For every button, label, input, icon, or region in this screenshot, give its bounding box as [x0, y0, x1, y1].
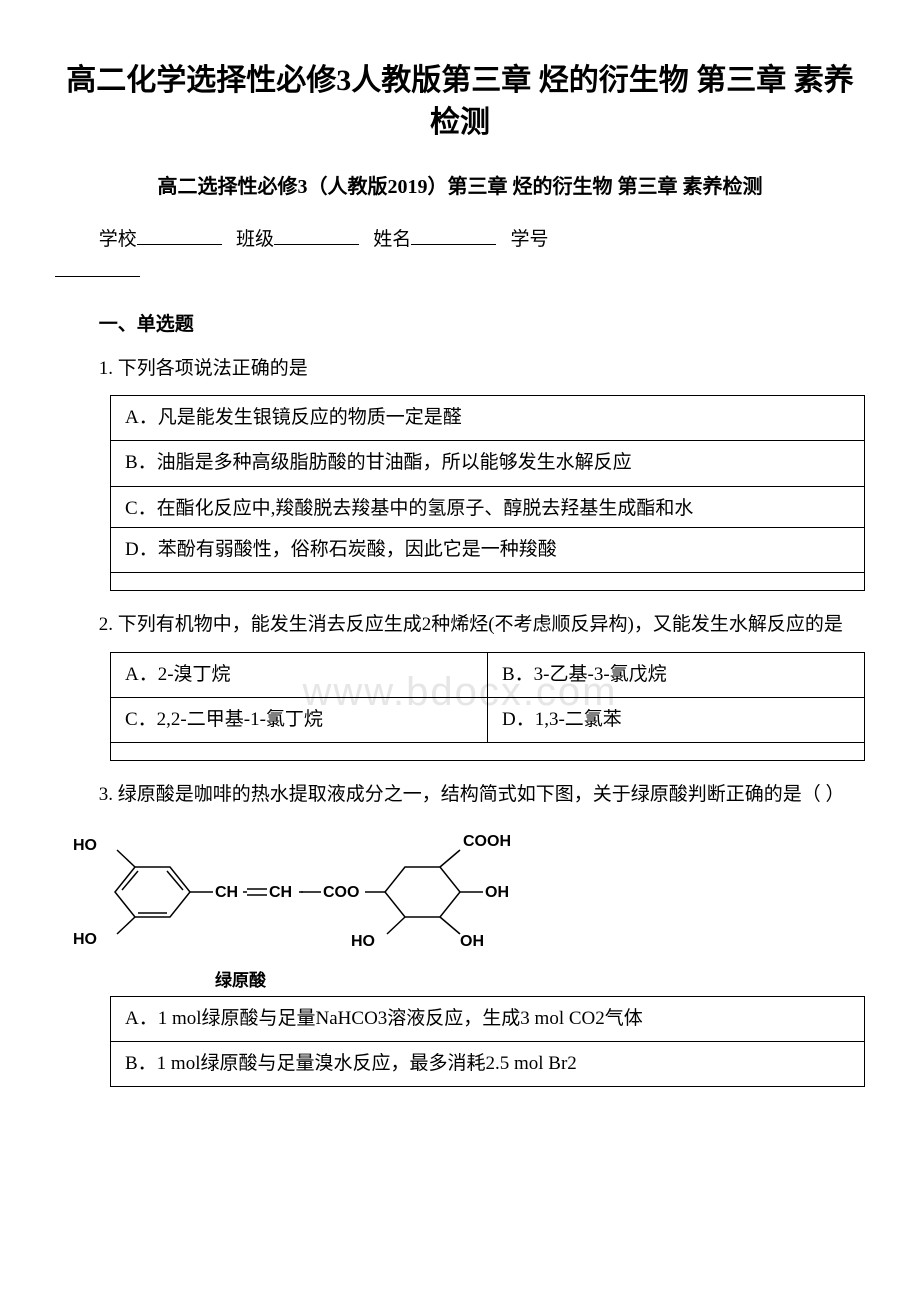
atom-oh-br: OH — [460, 933, 484, 950]
page-subtitle: 高二选择性必修3（人教版2019）第三章 烃的衍生物 第三章 素养检测 — [55, 172, 865, 202]
q2-option-d: D．1,3-二氯苯 — [488, 697, 865, 742]
q2-option-b: B．3-乙基-3-氯戊烷 — [488, 652, 865, 697]
name-blank — [411, 226, 496, 245]
name-label: 姓名 — [373, 229, 411, 250]
q1-option-b: B．油脂是多种高级脂肪酸的甘油酯，所以能够发生水解反应 — [111, 441, 865, 486]
q3-option-a: A．1 mol绿原酸与足量NaHCO3溶液反应，生成3 mol CO2气体 — [111, 996, 865, 1041]
q2-empty-row — [111, 743, 865, 761]
atom-ho-topleft: HO — [73, 837, 97, 854]
q1-empty-row — [111, 573, 865, 591]
atom-ch2: CH — [269, 884, 292, 901]
q2-options-table: A．2-溴丁烷 B．3-乙基-3-氯戊烷 C．2,2-二甲基-1-氯丁烷 D．1… — [110, 652, 865, 762]
q2-option-a: A．2-溴丁烷 — [111, 652, 488, 697]
class-label: 班级 — [236, 229, 274, 250]
atom-ch1: CH — [215, 884, 238, 901]
q1-options-table: A．凡是能发生银镜反应的物质一定是醛 B．油脂是多种高级脂肪酸的甘油酯，所以能够… — [110, 395, 865, 591]
page-title: 高二化学选择性必修3人教版第三章 烃的衍生物 第三章 素养检测 — [55, 60, 865, 144]
q1-option-a: A．凡是能发生银镜反应的物质一定是醛 — [111, 396, 865, 441]
section-1-heading: 一、单选题 — [55, 309, 865, 341]
student-info-line: 学校 班级 姓名 学号 — [55, 224, 865, 289]
atom-ho-br-ring: HO — [351, 933, 375, 950]
molecule-label: 绿原酸 — [215, 967, 266, 996]
atom-oh-right: OH — [485, 884, 509, 901]
q3-option-b: B．1 mol绿原酸与足量溴水反应，最多消耗2.5 mol Br2 — [111, 1041, 865, 1086]
atom-cooh: COOH — [463, 833, 511, 850]
atom-ho-bottomleft: HO — [73, 931, 97, 948]
school-label: 学校 — [99, 229, 137, 250]
id-label: 学号 — [510, 229, 548, 250]
molecule-svg: HO HO CH CH COO COOH OH OH HO — [55, 822, 525, 962]
atom-coo: COO — [323, 884, 359, 901]
q3-molecule: HO HO CH CH COO COOH OH OH HO 绿原酸 — [55, 822, 865, 992]
id-blank — [55, 258, 140, 277]
q2-option-c: C．2,2-二甲基-1-氯丁烷 — [111, 697, 488, 742]
school-blank — [137, 226, 222, 245]
q1-option-c: C．在酯化反应中,羧酸脱去羧基中的氢原子、醇脱去羟基生成酯和水 — [111, 486, 865, 527]
q2-stem: 2. 下列有机物中，能发生消去反应生成2种烯烃(不考虑顺反异构)，又能发生水解反… — [55, 609, 865, 641]
q3-stem: 3. 绿原酸是咖啡的热水提取液成分之一，结构简式如下图，关于绿原酸判断正确的是（… — [55, 779, 865, 811]
q3-options-table: A．1 mol绿原酸与足量NaHCO3溶液反应，生成3 mol CO2气体 B．… — [110, 996, 865, 1088]
class-blank — [274, 226, 359, 245]
q1-option-d: D．苯酚有弱酸性，俗称石炭酸，因此它是一种羧酸 — [111, 528, 865, 573]
q1-stem: 1. 下列各项说法正确的是 — [55, 353, 865, 385]
